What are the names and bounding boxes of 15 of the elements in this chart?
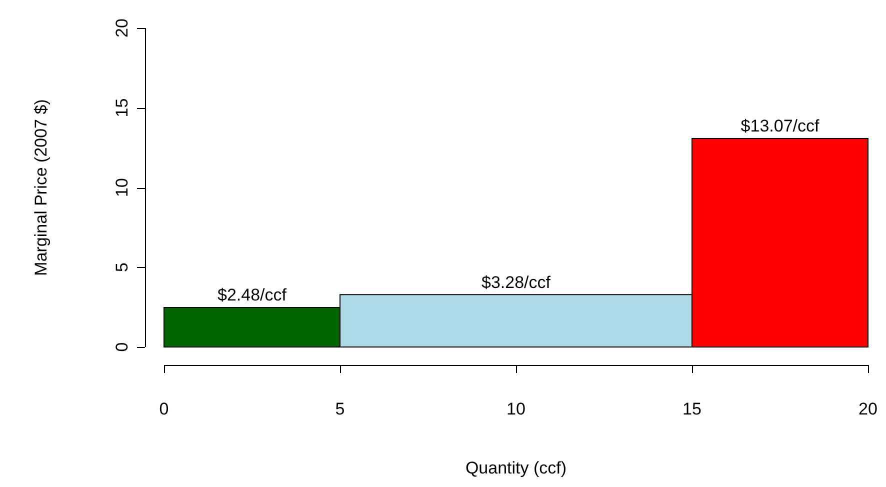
y-axis-title: Marginal Price (2007 $) [32,99,51,276]
y-tick-label: 5 [112,262,132,272]
x-tick-label: 15 [682,400,702,419]
x-tick-label: 20 [858,400,878,419]
y-tick-label: 0 [112,342,132,352]
x-tick-label: 5 [335,400,345,419]
data-label: $3.28/ccf [482,272,551,292]
y-tick-label: 15 [112,98,132,118]
x-axis-title: Quantity (ccf) [465,458,567,478]
y-tick-label: 20 [112,18,132,38]
data-label: $2.48/ccf [218,286,287,305]
y-tick-label: 10 [112,178,132,197]
data-label: $13.07/ccf [740,116,820,136]
x-tick-label: 10 [506,400,526,419]
x-tick-label: 0 [159,400,169,419]
